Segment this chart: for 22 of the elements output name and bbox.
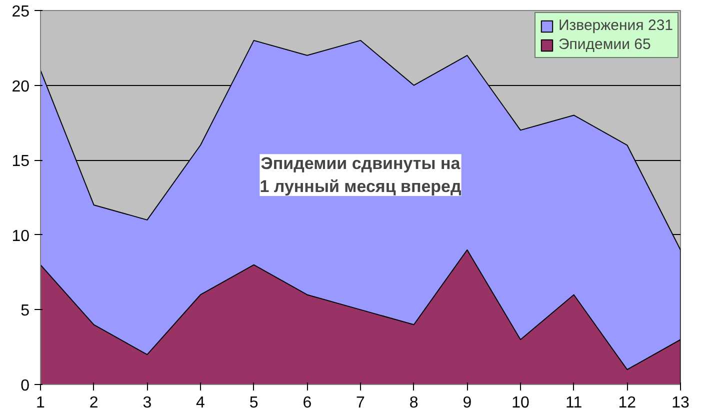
legend-label: Извержения 231 xyxy=(558,17,673,34)
y-tick-label: 10 xyxy=(12,228,30,245)
y-tick-label: 20 xyxy=(12,78,30,96)
x-tick-label: 2 xyxy=(89,394,98,412)
y-tick-label: 25 xyxy=(12,4,30,20)
annotation: Эпидемии сдвинуты на 1 лунный месяц вперед xyxy=(260,154,462,196)
x-tick-label: 1 xyxy=(36,394,46,412)
y-tick-label: 0 xyxy=(20,378,30,394)
x-tick-label: 4 xyxy=(196,394,206,412)
y-tick-label: 5 xyxy=(20,302,30,320)
x-tick-label: 12 xyxy=(618,394,636,412)
x-tick-label: 6 xyxy=(302,394,312,412)
x-tick-label: 5 xyxy=(249,394,258,412)
x-tick-label: 9 xyxy=(462,394,472,412)
x-tick-label: 7 xyxy=(356,394,366,412)
x-tick-label: 3 xyxy=(142,394,152,412)
x-tick-label: 13 xyxy=(672,394,690,412)
x-tick-label: 11 xyxy=(566,394,582,412)
x-tick-label: 10 xyxy=(512,394,530,412)
x-tick-label: 8 xyxy=(409,394,418,412)
legend-label: Эпидемии 65 xyxy=(558,36,651,53)
y-tick-label: 15 xyxy=(12,153,30,170)
